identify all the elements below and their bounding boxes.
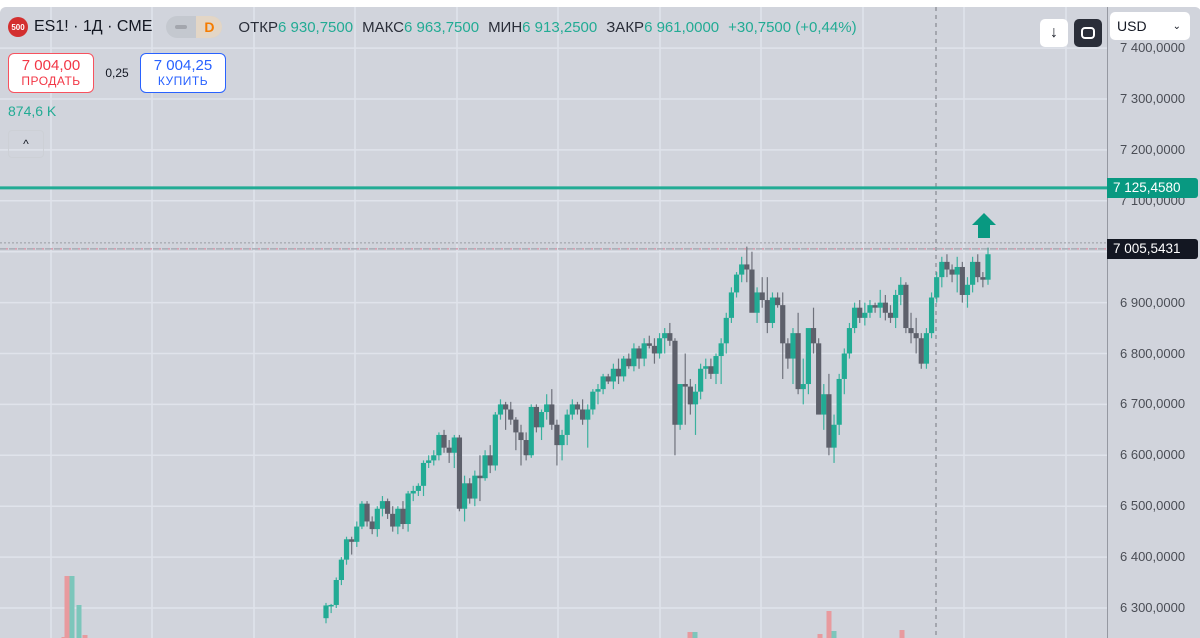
candlestick-plot[interactable] <box>0 7 1107 638</box>
buy-button[interactable]: 7 004,25 КУПИТЬ <box>140 53 226 93</box>
market-status-icon <box>166 25 196 29</box>
price-scale-label: 7 200,0000 <box>1120 141 1186 157</box>
price-change: +30,7500 (+0,44%) <box>728 18 857 36</box>
sell-label: ПРОДАТЬ <box>21 73 81 88</box>
symbol-title[interactable]: ES1! · 1Д · CME <box>34 18 153 35</box>
fit-screen-icon <box>1081 27 1095 39</box>
price-scale-label: 7 300,0000 <box>1120 91 1186 106</box>
spread-value: 0,25 <box>105 66 129 80</box>
arrow-down-icon: ↓ <box>1050 24 1058 41</box>
auto-fit-button[interactable] <box>1074 19 1102 47</box>
currency-value: USD <box>1117 18 1147 34</box>
currency-select[interactable]: USD ⌄ <box>1110 12 1190 40</box>
price-scale-label: 6 700,0000 <box>1120 396 1186 412</box>
ohlc-close: ЗАКР6 961,0000 <box>606 18 720 36</box>
buy-price: 7 004,25 <box>153 57 213 75</box>
market-status-pill[interactable]: D <box>166 16 223 38</box>
sell-price: 7 004,00 <box>21 57 81 75</box>
ohlc-low: МИН6 913,2500 <box>488 18 598 36</box>
sell-button[interactable]: 7 004,00 ПРОДАТЬ <box>8 53 94 93</box>
price-scale-label: 6 500,0000 <box>1120 498 1186 514</box>
symbol-logo-icon: 500 <box>8 17 28 37</box>
buy-label: КУПИТЬ <box>157 73 209 88</box>
symbol-legend: 500 ES1! · 1Д · CME D ОТКР6 930,7500 МАК… <box>8 16 857 38</box>
volume-value: 874,6 K <box>8 103 57 119</box>
price-scale-label: 6 600,0000 <box>1120 447 1186 463</box>
last-price-tag: 7 005,5431 <box>1107 238 1198 259</box>
price-scale-label: 6 900,0000 <box>1120 294 1186 310</box>
price-scale-label: 6 800,0000 <box>1120 345 1186 361</box>
alert-price-tag[interactable]: 7 125,4580 <box>1107 177 1198 198</box>
price-scale-label: 6 300,0000 <box>1120 600 1186 615</box>
trade-panel: 7 004,00 ПРОДАТЬ 0,25 7 004,25 КУПИТЬ <box>8 53 226 93</box>
ohlc-open: ОТКР6 930,7500 <box>238 18 354 36</box>
chevron-down-icon: ⌄ <box>1172 20 1181 32</box>
collapse-legend-button[interactable]: ^ <box>8 130 44 158</box>
chevron-up-icon: ^ <box>23 137 29 151</box>
price-scale-label: 7 400,0000 <box>1120 40 1186 56</box>
ohlc-values: ОТКР6 930,7500 МАКС6 963,7500 МИН6 913,2… <box>238 19 856 36</box>
price-scale-label: 6 400,0000 <box>1120 549 1186 565</box>
top-strip <box>0 0 1200 7</box>
ohlc-high: МАКС6 963,7500 <box>362 18 480 36</box>
price-scale[interactable]: 7 400,0000 7 300,0000 7 200,0000 7 100,0000… <box>1107 7 1200 638</box>
chart-pane[interactable]: 500 ES1! · 1Д · CME D ОТКР6 930,7500 МАК… <box>0 7 1107 638</box>
data-delay-badge: D <box>196 16 223 38</box>
scroll-to-latest-button[interactable]: ↓ <box>1040 19 1068 47</box>
